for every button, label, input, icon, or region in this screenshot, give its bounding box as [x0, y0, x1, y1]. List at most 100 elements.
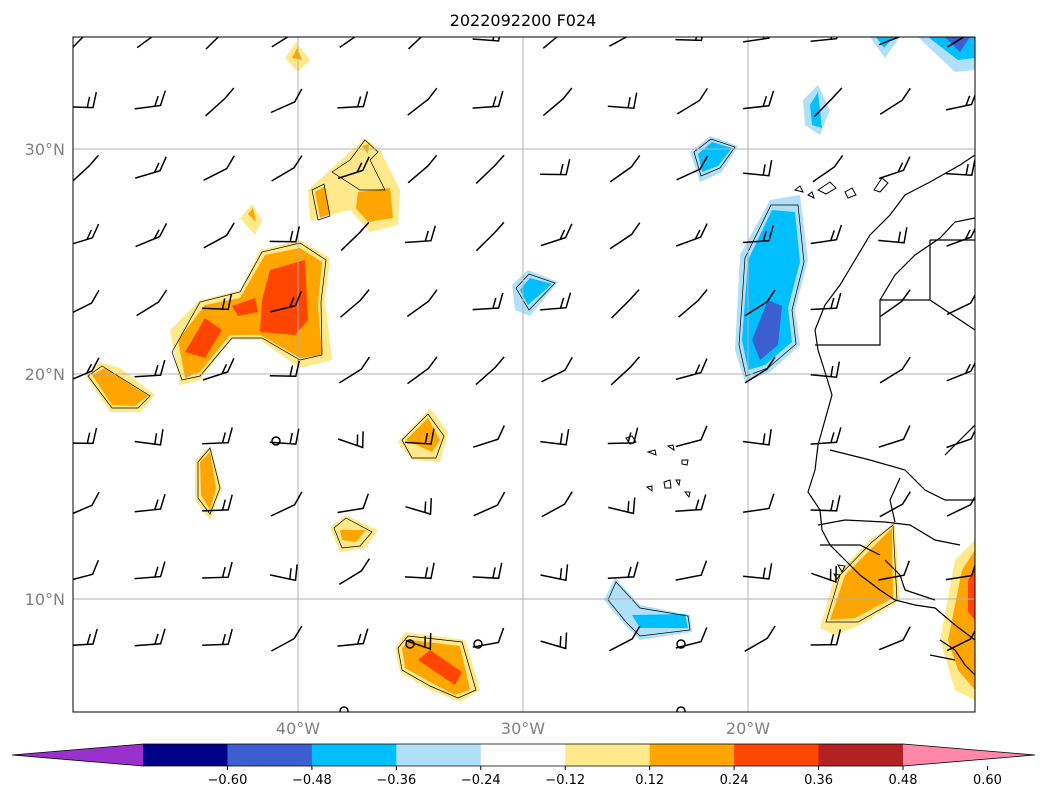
wind-barb [540, 428, 570, 446]
colorbar: −0.60 −0.48 −0.36 −0.24 −0.12 0.12 0.24 0.36 0.4… [11, 743, 1036, 788]
wind-barb [204, 87, 235, 117]
lon-label-20w: 20°W [726, 719, 770, 738]
positive-region [292, 48, 302, 60]
positive-region [968, 570, 975, 620]
wind-barb [73, 37, 84, 49]
negative-region [520, 278, 552, 305]
coastlines [807, 154, 975, 676]
wind-barb [134, 493, 166, 513]
wind-barb [270, 88, 303, 114]
wind-barb [337, 493, 370, 514]
wind-barb [540, 292, 572, 311]
negative-region [945, 37, 970, 52]
wind-barb [73, 92, 98, 109]
wind-barb [73, 289, 100, 314]
positive-region [340, 530, 366, 542]
wind-barb [608, 625, 641, 652]
wind-barb [475, 356, 505, 386]
wind-barb [810, 361, 841, 379]
wind-barb [202, 427, 233, 445]
wind-barb [134, 90, 167, 110]
wind-barb [675, 627, 708, 649]
colorbar-segment [227, 744, 313, 766]
wind-barb [202, 293, 233, 311]
island [675, 479, 681, 487]
africa-coastline [807, 154, 975, 641]
island [793, 185, 804, 193]
wind-barb [946, 227, 975, 247]
wind-barb [945, 159, 975, 176]
lat-label-30n: 30°N [25, 140, 65, 159]
wind-barb [472, 37, 501, 42]
wind-barb [607, 427, 639, 445]
wind-barb [743, 90, 775, 110]
wind-barb [270, 291, 302, 313]
wind-barb [407, 87, 438, 116]
wind-barb [202, 628, 233, 647]
country-border [820, 544, 881, 556]
wind-barb [404, 225, 437, 244]
wind-barb [541, 491, 573, 518]
wind-barb [810, 427, 842, 445]
wind-barb [202, 561, 233, 579]
wind-barb [73, 427, 98, 445]
country-border [879, 217, 975, 301]
contour-line [331, 139, 386, 191]
wind-barb [271, 155, 303, 182]
island [817, 181, 837, 195]
wind-barb [472, 627, 505, 648]
wind-barb [472, 292, 504, 311]
colorbar-under-arrow [12, 744, 143, 766]
country-border [929, 654, 956, 661]
calm-marker [271, 436, 281, 446]
colorbar-outline [11, 743, 1036, 767]
wind-barb [136, 289, 168, 317]
contour-line [397, 635, 477, 699]
wind-barb [337, 91, 369, 109]
wind-barb [743, 563, 773, 580]
wind-barb [73, 357, 100, 380]
wind-barb [405, 632, 432, 651]
wind-barb [675, 223, 708, 247]
wind-barb [878, 626, 911, 651]
wind-barb [540, 223, 573, 247]
wind-barb [610, 356, 640, 386]
calm-marker [339, 706, 349, 712]
colorbar-segment [818, 744, 904, 766]
positive-region [248, 208, 256, 222]
negative-region [870, 37, 900, 58]
wind-barb [675, 425, 708, 448]
wind-barb [340, 289, 370, 318]
wind-barb [269, 360, 301, 377]
colorbar-segment [649, 744, 735, 766]
country-border [939, 639, 975, 676]
map-frame [72, 36, 976, 713]
wind-barb [269, 226, 301, 243]
wind-barb [271, 625, 303, 652]
country-border [889, 477, 901, 523]
wind-barb [203, 155, 235, 181]
wind-barb [945, 93, 975, 111]
country-border [817, 519, 961, 546]
positive-region [315, 186, 330, 218]
colorbar-tick-label: −0.36 [376, 773, 416, 788]
negative-region [810, 92, 822, 128]
country-border [944, 424, 975, 456]
positive-region [356, 188, 393, 222]
wind-barb [879, 356, 911, 384]
colorbar-tick-label: 0.12 [635, 773, 664, 788]
wind-barb [269, 428, 300, 445]
wind-barb [675, 560, 708, 581]
figure-title: 2022092200 F024 [450, 11, 597, 30]
wind-barb [540, 159, 571, 176]
positive-region [232, 298, 258, 316]
wind-barb [675, 494, 707, 513]
wind-barb [540, 564, 569, 582]
wind-barb [946, 629, 975, 652]
wind-barb [810, 495, 841, 512]
lon-label-40w: 40°W [276, 719, 320, 738]
island [681, 459, 689, 466]
wind-barb [609, 37, 628, 47]
wind-barb [473, 491, 506, 517]
